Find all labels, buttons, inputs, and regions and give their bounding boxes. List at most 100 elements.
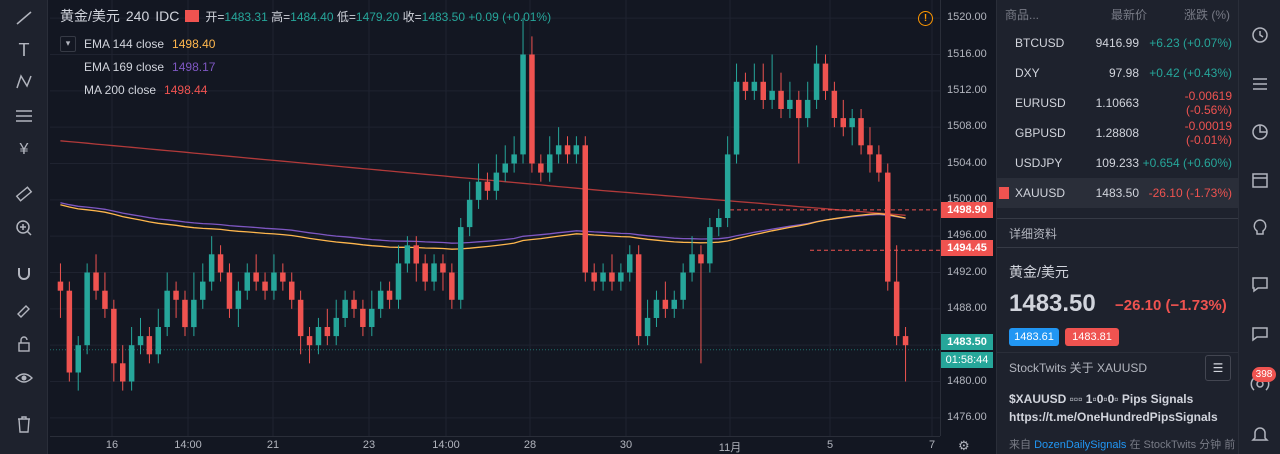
candle-body [751, 81, 758, 91]
exchange: IDC [155, 8, 180, 24]
candle-body [173, 290, 179, 300]
watchlist-row-btcusd[interactable]: BTCUSD 9416.99 +6.23 (+0.07%) [997, 28, 1238, 58]
indicator-ema169[interactable]: EMA 169 close 1498.17 [60, 55, 215, 78]
zoom-icon[interactable] [10, 214, 38, 242]
candle-body [75, 345, 81, 373]
text-tool-icon[interactable]: T [18, 39, 30, 60]
watchlist-change: -0.00019 (-0.01%) [1184, 119, 1232, 147]
indicator-ema144[interactable]: ▾ EMA 144 close 1498.40 [60, 32, 215, 55]
fib-tool-icon[interactable] [10, 102, 38, 130]
candle-body [716, 218, 722, 228]
candle-body [200, 281, 206, 300]
gear-icon[interactable]: ⚙ [958, 438, 970, 453]
ideas-icon[interactable] [1248, 216, 1272, 240]
candle-body [182, 299, 188, 328]
candle-body [822, 63, 829, 91]
watchlist-header: 商品... 最新价 涨跌 (%) [997, 0, 1238, 28]
detail-symbol-name: 黄金/美元 [1009, 264, 1069, 280]
eye-icon[interactable] [10, 364, 38, 392]
trend-line-icon[interactable] [10, 4, 38, 32]
col-change[interactable]: 涨跌 (%) [1184, 7, 1230, 22]
col-symbol[interactable]: 商品... [1005, 7, 1040, 22]
candle-body [395, 263, 402, 300]
candle-body [271, 272, 277, 291]
price-axis[interactable]: 1520.00 1516.00 1512.00 1508.00 1504.00 1500.… [940, 0, 994, 436]
level-price-tag: 1494.45 [941, 240, 993, 256]
list-icon[interactable]: ☰ [1205, 355, 1231, 381]
watchlist-row-eurusd[interactable]: EURUSD 1.10663 -0.00619 (-0.56%) [997, 88, 1238, 118]
magnet-icon[interactable] [10, 260, 38, 288]
lock-drawing-icon[interactable] [10, 294, 38, 322]
price-chart[interactable]: 黄金/美元 240 IDC 开=1483.31 高=1484.40 低=1479… [50, 0, 982, 436]
stocktwits-post[interactable]: $XAUUSD ▫▫▫ 1▫0▫0▫ Pips Signals https://… [1009, 392, 1218, 424]
watchlist-row-usdjpy[interactable]: USDJPY 109.233 +0.654 (+0.60%) [997, 148, 1238, 178]
watchlist-icon[interactable] [1248, 72, 1272, 96]
collapse-icon[interactable]: ▾ [60, 35, 76, 52]
watchlist-price: 1.10663 [1095, 96, 1139, 110]
detail-price: 1483.50 [1009, 290, 1096, 317]
time-axis[interactable]: 16 14:00 21 23 14:00 28 30 11月 5 7 [50, 436, 940, 454]
flag-icon[interactable] [185, 10, 200, 22]
candle-body [164, 290, 170, 327]
detail-change: −26.10 (−1.73%) [1115, 297, 1227, 314]
candle-body [698, 254, 704, 264]
indicator-name: MA 200 close [84, 82, 157, 97]
watchlist-symbol: XAUUSD [1015, 186, 1066, 200]
time-tick: 21 [266, 439, 280, 451]
watchlist-rows: BTCUSD 9416.99 +6.23 (+0.07%) DXY 97.98 +0.42… [997, 28, 1238, 208]
candle-body [333, 317, 339, 337]
watchlist-symbol: EURUSD [1015, 96, 1066, 110]
candle-body [146, 336, 153, 355]
watchlist-price: 1.28808 [1095, 126, 1139, 140]
messages-icon[interactable] [1248, 322, 1272, 346]
time-tick: 11月 [718, 442, 742, 454]
col-price[interactable]: 最新价 [1110, 7, 1147, 22]
candle-body [520, 54, 526, 155]
ma200-line [60, 140, 906, 216]
candle-body [538, 163, 544, 173]
data-window-icon[interactable] [1248, 120, 1272, 144]
open-value: 1483.31 [224, 9, 268, 24]
alarm-icon[interactable] [1248, 22, 1272, 46]
candle-body [493, 172, 500, 191]
interval[interactable]: 240 [125, 8, 150, 24]
candle-body [555, 145, 562, 155]
watchlist-row-xauusd[interactable]: XAUUSD 1483.50 -26.10 (-1.73%) [997, 178, 1238, 208]
byline-prefix: 来自 [1009, 439, 1031, 451]
price-tick: 1508.00 [947, 120, 987, 133]
currency-icon[interactable]: ¥ [19, 141, 29, 158]
candle-body [635, 254, 642, 337]
indicator-ma200[interactable]: MA 200 close 1498.44 [60, 78, 215, 101]
watchlist-row-dxy[interactable]: DXY 97.98 +0.42 (+0.43%) [997, 58, 1238, 88]
trash-icon[interactable] [10, 410, 38, 438]
ask-price[interactable]: 1483.81 [1065, 328, 1119, 346]
candle-body [208, 254, 215, 282]
candle-body [511, 154, 517, 164]
candle-body [653, 299, 660, 318]
symbol-name[interactable]: 黄金/美元 [60, 8, 120, 24]
candle-body [351, 299, 357, 309]
candle-body [484, 181, 491, 191]
high-label: 高= [271, 9, 291, 24]
post-user-link[interactable]: DozenDailySignals [1034, 439, 1127, 451]
details-header[interactable]: 详细资料 [997, 218, 1239, 248]
chart-canvas[interactable] [50, 0, 940, 436]
watchlist-row-gbpusd[interactable]: GBPUSD 1.28808 -0.00019 (-0.01%) [997, 118, 1238, 148]
candle-body [858, 118, 864, 146]
info-icon[interactable]: ! [918, 11, 933, 26]
post-byline: 来自 DozenDailySignals 在 StockTwits 分钟 前 [1009, 436, 1235, 452]
indicator-list: ▾ EMA 144 close 1498.40 EMA 169 close 14… [60, 32, 215, 101]
countdown-tag: 01:58:44 [941, 352, 993, 368]
candle-body [315, 327, 322, 346]
calendar-icon[interactable] [1248, 168, 1272, 192]
time-tick: 5 [826, 439, 834, 451]
ruler-icon[interactable] [10, 180, 38, 208]
lock-icon[interactable] [10, 330, 38, 358]
bid-price[interactable]: 1483.61 [1009, 328, 1059, 346]
bell-icon[interactable] [1248, 422, 1272, 446]
chat-icon[interactable] [1248, 272, 1272, 296]
pattern-tool-icon[interactable] [10, 68, 38, 96]
open-label: 开= [205, 9, 225, 24]
candle-body [671, 299, 677, 309]
